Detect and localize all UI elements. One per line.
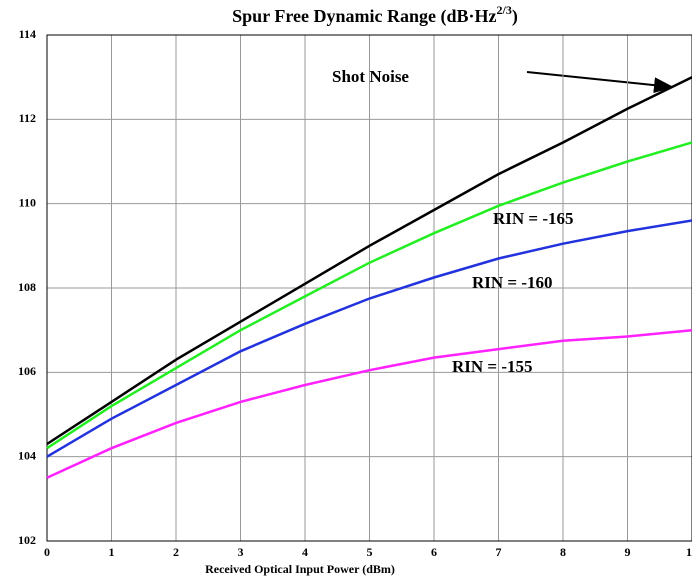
x-tick-label: 0 [44, 545, 50, 559]
y-tick-label: 110 [19, 195, 36, 209]
annotation-arrow [526, 71, 674, 94]
y-tick-label: 114 [19, 27, 36, 41]
x-tick-label: 1 [109, 545, 115, 559]
x-tick-label: 3 [238, 545, 244, 559]
x-tick-label: 2 [173, 545, 179, 559]
title-suffix: ) [512, 6, 518, 27]
x-tick-label: 9 [625, 545, 631, 559]
series-label: RIN = -165 [493, 209, 574, 228]
y-tick-label: 106 [18, 364, 36, 378]
series-label: Shot Noise [332, 67, 409, 86]
series-label: RIN = -155 [452, 357, 533, 376]
y-tick-label: 108 [18, 280, 36, 294]
x-tick-label: 6 [431, 545, 437, 559]
y-tick-label: 102 [18, 533, 36, 547]
x-axis-label: Received Optical Input Power (dBm) [205, 562, 395, 576]
title-text: Spur Free Dynamic Range (dB·Hz [232, 6, 496, 27]
y-tick-label: 112 [19, 111, 36, 125]
x-tick-label: 7 [496, 545, 502, 559]
chart-title: Spur Free Dynamic Range (dB·Hz2/3) [232, 3, 518, 27]
y-tick-label: 104 [18, 448, 36, 462]
title-superscript: 2/3 [497, 3, 512, 17]
series-line [46, 141, 692, 450]
plot-frame [46, 34, 692, 542]
x-tick-label: 5 [367, 545, 373, 559]
series-label: RIN = -160 [472, 273, 553, 292]
x-tick-label: 10 [686, 545, 692, 559]
series-line [46, 328, 692, 479]
series-line [46, 76, 692, 446]
series-line [46, 219, 692, 458]
x-tick-label: 8 [560, 545, 566, 559]
x-tick-label: 4 [302, 545, 308, 559]
